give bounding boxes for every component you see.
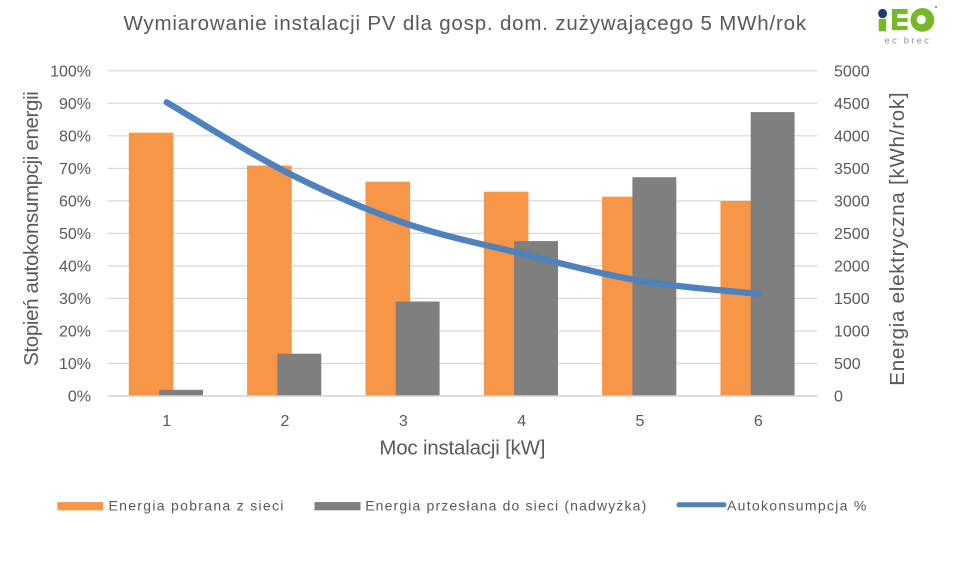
svg-text:2: 2	[281, 413, 290, 430]
svg-text:Autokonsumpcja %: Autokonsumpcja %	[727, 498, 868, 514]
svg-text:50%: 50%	[59, 226, 91, 243]
svg-text:90%: 90%	[59, 96, 91, 113]
svg-text:10%: 10%	[59, 356, 91, 373]
svg-text:Wymiarowanie instalacji PV dla: Wymiarowanie instalacji PV dla gosp. dom…	[123, 12, 807, 35]
svg-text:6: 6	[754, 413, 763, 430]
svg-text:5000: 5000	[834, 64, 870, 81]
svg-text:2500: 2500	[834, 226, 870, 243]
svg-text:3000: 3000	[834, 194, 870, 211]
svg-text:5: 5	[636, 413, 645, 430]
svg-text:60%: 60%	[59, 194, 91, 211]
svg-text:Energia przesłana do sieci (na: Energia przesłana do sieci (nadwyżka)	[365, 498, 647, 514]
svg-text:Energia pobrana z sieci: Energia pobrana z sieci	[109, 498, 285, 514]
svg-text:4500: 4500	[834, 96, 870, 113]
svg-text:1500: 1500	[834, 291, 870, 308]
svg-text:100%: 100%	[50, 64, 91, 81]
svg-text:2000: 2000	[834, 259, 870, 276]
svg-text:20%: 20%	[59, 324, 91, 341]
svg-text:3: 3	[399, 413, 408, 430]
svg-text:1000: 1000	[834, 324, 870, 341]
svg-text:70%: 70%	[59, 161, 91, 178]
svg-text:0%: 0%	[68, 389, 91, 406]
svg-text:500: 500	[834, 356, 861, 373]
svg-text:4000: 4000	[834, 129, 870, 146]
svg-text:4: 4	[517, 413, 526, 430]
svg-text:80%: 80%	[59, 129, 91, 146]
svg-text:Stopień autokonsumpcji energii: Stopień autokonsumpcji energii	[20, 91, 43, 365]
svg-text:30%: 30%	[59, 291, 91, 308]
svg-text:Energia elektryczna [kWh/rok]: Energia elektryczna [kWh/rok]	[886, 92, 909, 386]
svg-text:1: 1	[162, 413, 171, 430]
svg-text:0: 0	[834, 389, 843, 406]
svg-text:40%: 40%	[59, 259, 91, 276]
svg-text:ec brec: ec brec	[885, 36, 932, 47]
svg-text:3500: 3500	[834, 161, 870, 178]
svg-text:Moc instalacji [kW]: Moc instalacji [kW]	[379, 437, 545, 460]
